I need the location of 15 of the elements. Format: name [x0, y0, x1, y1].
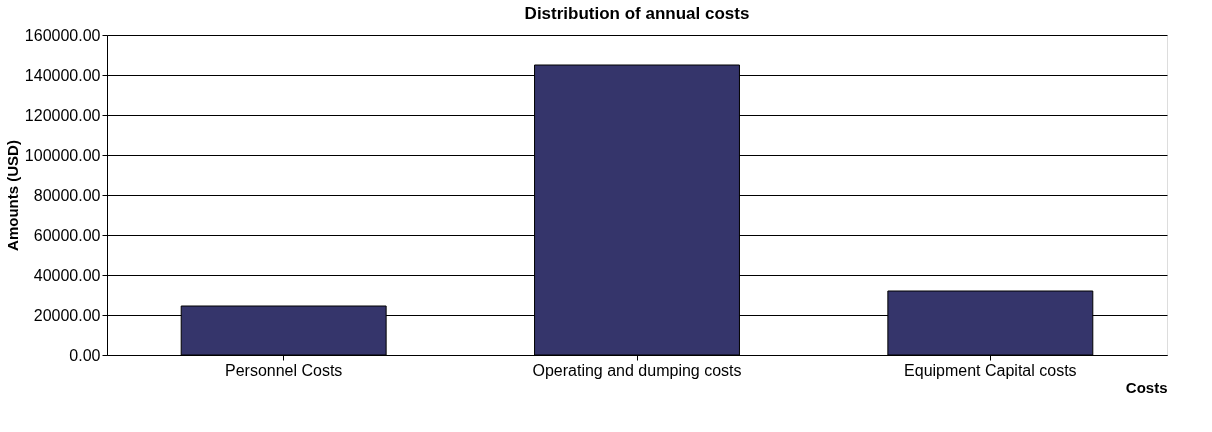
y-tick-label: 60000.00 [33, 226, 101, 244]
chart-title: Distribution of annual costs [524, 4, 750, 23]
x-tick-label: Operating and dumping costs [532, 361, 742, 379]
y-tick-label: 160000.00 [24, 26, 101, 44]
y-axis-title: Amounts (USD) [3, 140, 21, 251]
y-tick-label: 80000.00 [33, 186, 101, 204]
y-tick-label: 40000.00 [33, 266, 101, 284]
y-tick-label: 100000.00 [24, 146, 101, 164]
x-tick-label: Equipment Capital costs [904, 361, 1077, 379]
x-axis-title: Costs [1125, 378, 1168, 396]
y-tick-label: 20000.00 [33, 306, 101, 324]
y-tick-label: 0.00 [69, 346, 101, 364]
x-tick-label: Personnel Costs [224, 361, 343, 379]
y-tick-label: 140000.00 [24, 66, 101, 84]
y-tick-label: 120000.00 [24, 106, 101, 124]
